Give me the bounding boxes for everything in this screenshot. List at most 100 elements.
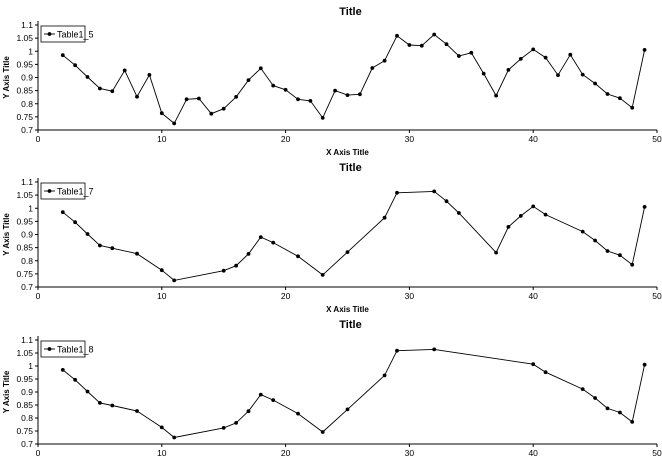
data-point [110, 246, 115, 251]
y-axis-title: Y Axis Title [2, 370, 11, 413]
data-point [543, 55, 548, 60]
data-point [630, 420, 635, 424]
data-point [593, 238, 597, 243]
data-point [209, 111, 214, 116]
data-point [618, 96, 622, 101]
data-point [506, 225, 511, 229]
y-tick-label: 0.75 [16, 112, 33, 122]
y-tick-label: 1.05 [16, 348, 33, 358]
legend-marker [47, 347, 52, 351]
data-point [296, 97, 300, 102]
legend-marker [47, 189, 52, 193]
y-tick-label: 1 [28, 46, 33, 56]
data-point [419, 43, 424, 48]
x-tick-label: 30 [405, 291, 415, 301]
y-tick-label: 0.9 [21, 387, 33, 397]
x-tick-label: 20 [281, 291, 291, 301]
chart-title: Title [339, 319, 361, 331]
data-point [172, 121, 177, 126]
data-point [246, 78, 251, 82]
y-tick-label: 0.95 [16, 216, 33, 226]
x-tick-label: 50 [652, 134, 662, 144]
data-point [184, 97, 189, 102]
data-point [494, 93, 498, 98]
data-point [580, 387, 585, 391]
data-point [642, 205, 647, 209]
series-line-Table1_7 [62, 190, 646, 281]
data-point [568, 52, 573, 57]
legend-label: Table1_7 [57, 187, 94, 197]
y-tick-label: 1.1 [21, 20, 33, 30]
data-point [172, 435, 177, 440]
data-point [135, 409, 139, 413]
data-point [320, 273, 325, 277]
y-tick-label: 0.8 [21, 413, 33, 423]
data-point [543, 370, 548, 375]
x-axis-title: X Axis Title [326, 148, 369, 157]
y-tick-label: 1.1 [21, 177, 33, 187]
data-point [221, 268, 226, 273]
data-point [296, 411, 300, 416]
data-point [407, 43, 412, 47]
data-point [221, 426, 226, 430]
y-tick-label: 0.7 [21, 439, 33, 449]
data-point [320, 430, 325, 434]
legend-label: Table1_5 [57, 30, 94, 40]
data-point [518, 214, 523, 218]
data-point [320, 116, 325, 120]
data-point [271, 240, 276, 245]
data-point [85, 75, 90, 79]
data-point [593, 81, 597, 86]
series-line-Table1_5 [62, 33, 646, 125]
x-tick-label: 30 [405, 134, 415, 144]
data-point [135, 94, 139, 99]
data-point [444, 199, 449, 204]
data-point [345, 407, 350, 412]
data-point [518, 57, 523, 61]
x-tick-label: 20 [281, 448, 291, 458]
data-point [258, 235, 263, 240]
data-point [98, 243, 102, 248]
chart-panel-2: Title 0.7 0.75 0.8 0.85 0.9 0.95 1 1.05 1.1 0 10 20 3… [2, 162, 662, 314]
y-tick-label: 0.85 [16, 243, 33, 253]
data-point [358, 92, 362, 97]
data-point [246, 409, 251, 414]
data-point [345, 93, 350, 97]
legend-label: Table1_8 [57, 345, 94, 355]
y-tick-label: 0.7 [21, 282, 33, 292]
y-tick-label: 0.8 [21, 256, 33, 266]
data-point [258, 66, 263, 71]
data-point [506, 68, 511, 72]
x-tick-label: 20 [281, 134, 291, 144]
data-point [345, 250, 350, 255]
data-point [618, 253, 622, 258]
data-point [110, 403, 115, 408]
y-tick-label: 0.8 [21, 99, 33, 109]
data-point [271, 83, 276, 88]
data-point [395, 190, 399, 195]
data-point [494, 250, 498, 255]
x-tick-label: 10 [157, 134, 167, 144]
y-axis-title: Y Axis Title [2, 213, 11, 256]
x-tick-label: 40 [528, 448, 538, 458]
data-point [457, 54, 461, 58]
data-point [110, 89, 115, 94]
data-point [308, 99, 313, 103]
legend-box [40, 340, 86, 358]
data-point [382, 58, 387, 63]
data-point [531, 47, 536, 52]
x-tick-label: 10 [157, 291, 167, 301]
y-tick-label: 1 [28, 361, 33, 371]
x-tick-label: 0 [36, 291, 41, 301]
x-tick-label: 0 [36, 134, 41, 144]
data-point [98, 86, 102, 91]
data-point [481, 71, 486, 76]
x-tick-label: 40 [528, 134, 538, 144]
data-point [432, 32, 437, 37]
legend-box [40, 25, 86, 43]
y-tick-label: 0.9 [21, 230, 33, 240]
y-tick-label: 0.9 [21, 73, 33, 83]
y-tick-label: 0.7 [21, 125, 33, 135]
data-point [580, 229, 585, 234]
